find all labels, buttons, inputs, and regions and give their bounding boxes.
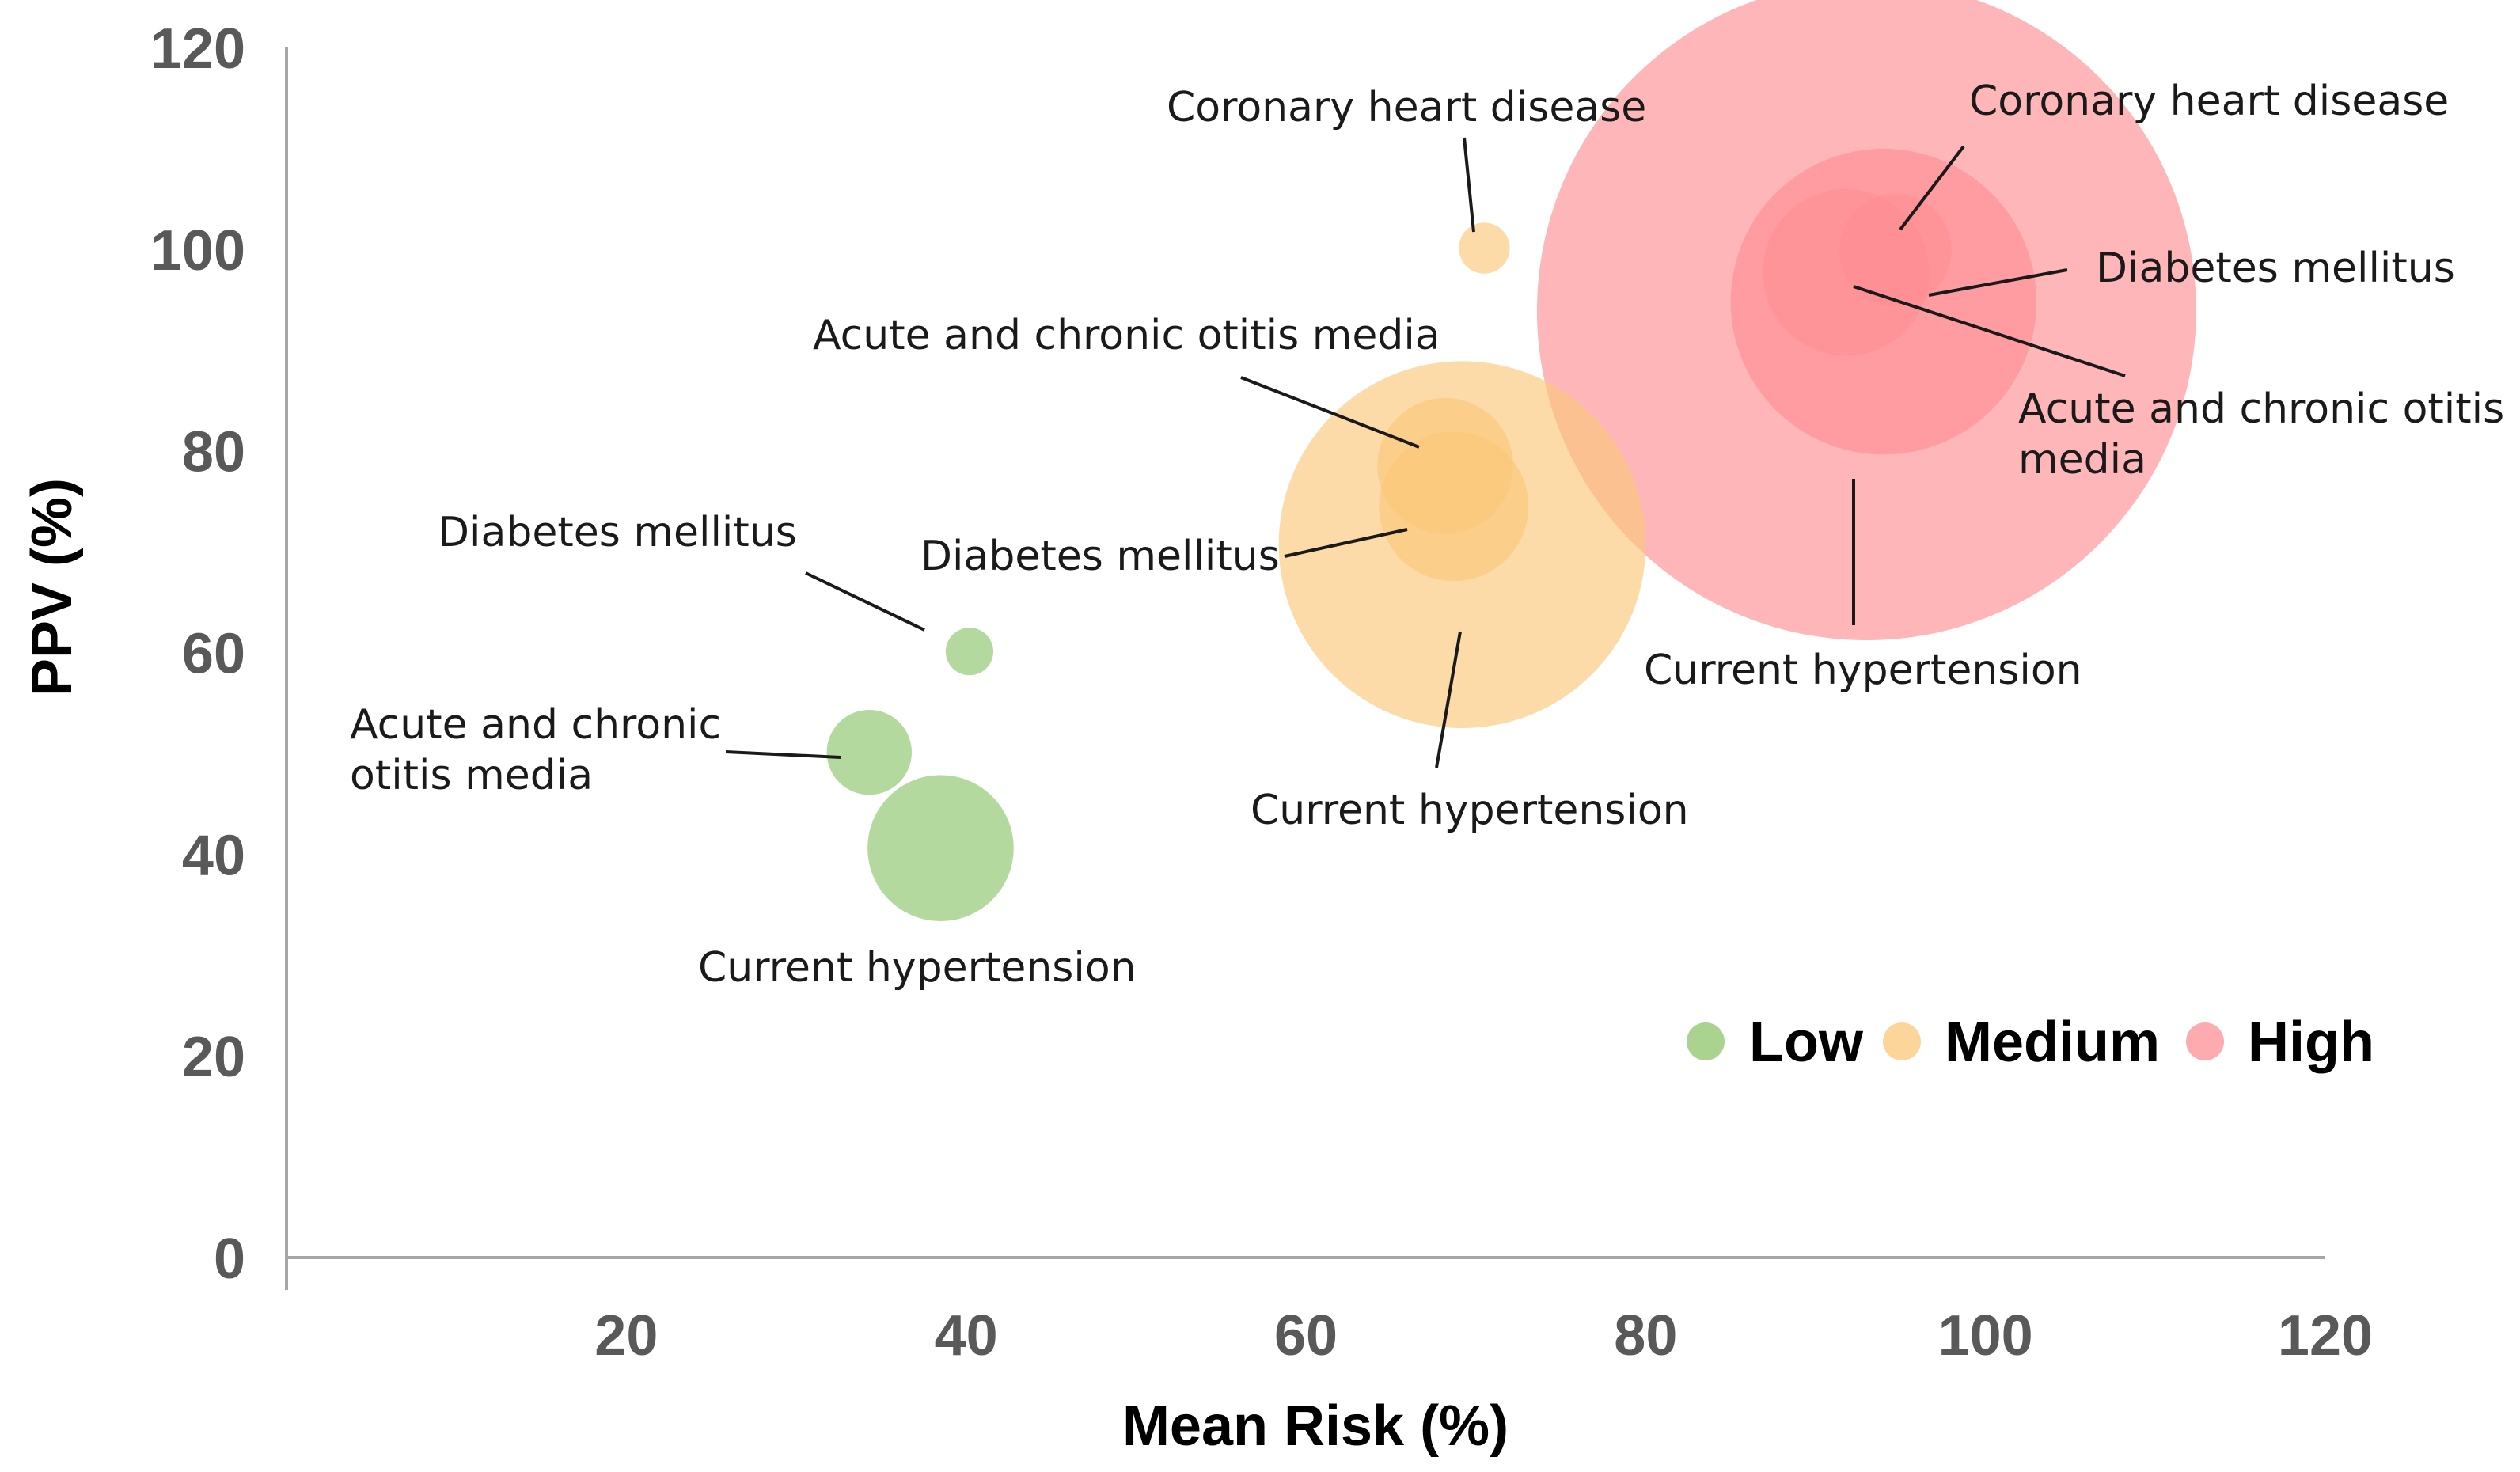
annotation-label-medium-acute-and-chronic-otitis-media: Acute and chronic otitis media: [813, 312, 1440, 359]
annotation-line: Current hypertension: [1644, 647, 2082, 694]
tick-labels-layer: 20 40 60 80 100 120 0 20 40 60 80 100 120: [150, 17, 2373, 1368]
x-axis-title: Mean Risk (%): [1122, 1394, 1509, 1458]
bubble-medium-coronary-heart-disease: [1459, 222, 1510, 274]
annotation-line: otitis media: [350, 752, 593, 799]
y-tick-label: 0: [214, 1227, 245, 1291]
annotation-label-low-diabetes-mellitus: Diabetes mellitus: [438, 509, 797, 556]
y-tick-label: 120: [150, 17, 245, 81]
annotation-line: Current hypertension: [1251, 787, 1689, 834]
y-tick-label: 100: [150, 219, 245, 283]
annotation-line: Acute and chronic otitis: [2018, 385, 2504, 433]
annotation-labels-layer: Diabetes mellitus Acute and chronic otitis…: [350, 78, 2504, 992]
bubble-low-acute-and-chronic-otitis-media: [826, 709, 912, 795]
y-tick-label: 40: [182, 824, 245, 887]
annotation-line: Current hypertension: [698, 944, 1137, 992]
x-tick-label: 100: [1938, 1304, 2033, 1368]
bubbles-layer: [826, 0, 2196, 921]
annotation-label-high-acute-and-chronic-otitis-media: Acute and chronic otitis media: [2018, 385, 2504, 484]
annotation-label-high-current-hypertension: Current hypertension: [1644, 647, 2082, 694]
annotation-label-medium-current-hypertension: Current hypertension: [1251, 787, 1689, 834]
leader-line: [1240, 376, 1420, 449]
leader-line: [1853, 285, 2126, 377]
leader-line: [1463, 137, 1475, 233]
annotation-line: Coronary heart disease: [1167, 84, 1646, 131]
annotation-line: media: [2018, 436, 2146, 484]
legend-label-medium: Medium: [1945, 1011, 2160, 1074]
y-axis-title: PPV (%): [21, 478, 84, 696]
annotation-line: Diabetes mellitus: [438, 509, 797, 556]
annotation-line: Acute and chronic otitis media: [813, 312, 1440, 359]
legend-label-high: High: [2248, 1011, 2374, 1074]
y-tick-label: 80: [182, 421, 245, 484]
x-tick-label: 40: [935, 1304, 998, 1368]
legend: Low Medium High: [1687, 1011, 2374, 1074]
bubble-low-diabetes-mellitus: [945, 628, 994, 676]
x-tick-label: 120: [2278, 1304, 2373, 1368]
legend-marker-low: [1687, 1022, 1725, 1060]
annotation-label-low-acute-and-chronic-otitis-media: Acute and chronic otitis media: [350, 701, 721, 799]
leader-line: [1284, 528, 1408, 558]
legend-marker-medium: [1883, 1022, 1921, 1060]
annotation-line: Diabetes mellitus: [920, 533, 1280, 580]
leader-lines-layer: [725, 137, 2126, 768]
y-tick-label: 20: [182, 1026, 245, 1089]
bubble-medium-acute-and-chronic-otitis-media: [1377, 397, 1513, 534]
x-tick-label: 80: [1614, 1304, 1677, 1368]
annotation-label-medium-diabetes-mellitus: Diabetes mellitus: [920, 533, 1280, 580]
leader-line: [725, 750, 841, 759]
leader-line: [1928, 268, 2068, 297]
x-tick-label: 60: [1274, 1304, 1338, 1368]
annotation-label-high-coronary-heart-disease: Coronary heart disease: [1969, 78, 2449, 125]
leader-line: [805, 571, 925, 632]
y-tick-label: 60: [182, 623, 245, 686]
annotation-line: Acute and chronic: [350, 701, 721, 749]
annotation-label-high-diabetes-mellitus: Diabetes mellitus: [2096, 245, 2455, 292]
annotation-line: Diabetes mellitus: [2096, 245, 2455, 292]
leader-line: [1435, 631, 1462, 768]
leader-line: [1899, 145, 1965, 231]
legend-label-low: Low: [1749, 1011, 1864, 1074]
annotation-label-medium-coronary-heart-disease: Coronary heart disease: [1167, 84, 1646, 131]
bubble-high-coronary-heart-disease: [1839, 194, 1952, 306]
annotation-label-low-current-hypertension: Current hypertension: [698, 944, 1137, 992]
bubble-low-current-hypertension: [867, 775, 1014, 921]
annotation-line: Coronary heart disease: [1969, 78, 2449, 125]
x-tick-label: 20: [594, 1304, 658, 1368]
legend-marker-high: [2186, 1022, 2224, 1060]
